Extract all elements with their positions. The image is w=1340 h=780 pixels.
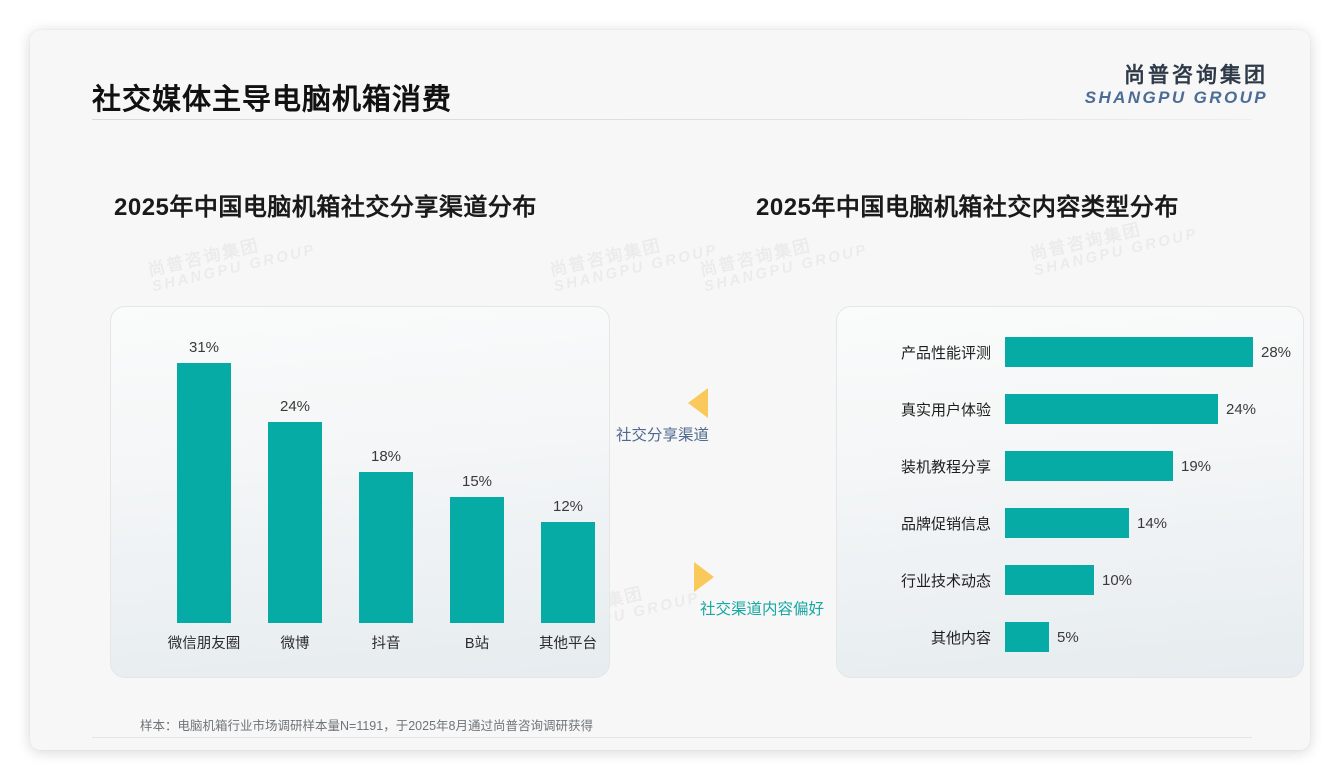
bar-row[interactable]: 行业技术动态 10% bbox=[837, 565, 1303, 595]
bar-category-label: 真实用户体验 bbox=[900, 401, 991, 419]
watermark-en: SHANGPU GROUP bbox=[150, 241, 318, 296]
bar-fill[interactable] bbox=[1005, 337, 1253, 367]
annotation-label: 社交分享渠道 bbox=[616, 427, 710, 444]
bar-category-label: 装机教程分享 bbox=[900, 458, 991, 476]
footer-divider bbox=[92, 737, 1252, 738]
annotation-content-preference: 社交渠道内容偏好 bbox=[688, 562, 824, 619]
bar-category-label: 抖音 bbox=[371, 636, 401, 652]
bar-row[interactable]: 其他内容 5% bbox=[837, 622, 1303, 652]
slide-footer: ©2025.10 SHANGPU GROUP www.shangpu-china… bbox=[30, 742, 1310, 750]
watermark: 尚普咨询集团 SHANGPU GROUP bbox=[146, 224, 318, 297]
bar-fill[interactable] bbox=[177, 363, 231, 623]
bar-category-label: 微博 bbox=[280, 636, 310, 652]
bar-value-label: 18% bbox=[370, 448, 402, 465]
annotation-label: 社交渠道内容偏好 bbox=[700, 601, 825, 618]
bar-column[interactable]: 24% 微博 bbox=[268, 398, 322, 652]
page-title: 社交媒体主导电脑机箱消费 bbox=[92, 84, 453, 116]
bar-column[interactable]: 31% 微信朋友圈 bbox=[168, 339, 241, 652]
bar-value-label: 5% bbox=[1057, 628, 1079, 646]
bar-fill[interactable] bbox=[541, 522, 595, 623]
brand-name-en: SHANGPU GROUP bbox=[1084, 87, 1268, 107]
horizontal-bar-chart: 产品性能评测 28% 真实用户体验 24% 装机教程分享 19% 品牌促销信息 14% 行业技术… bbox=[837, 307, 1303, 677]
triangle-left-icon bbox=[688, 388, 708, 418]
vertical-bar-chart: 31% 微信朋友圈 24% 微博 18% 抖音 15% B站 12% 其他平台 bbox=[129, 325, 597, 659]
bar-value-label: 15% bbox=[461, 473, 493, 490]
bar-category-label: 品牌促销信息 bbox=[900, 515, 991, 533]
bar-category-label: 产品性能评测 bbox=[900, 344, 991, 362]
bar-row[interactable]: 真实用户体验 24% bbox=[837, 394, 1303, 424]
bar-fill[interactable] bbox=[450, 497, 504, 623]
watermark: 尚普咨询集团 SHANGPU GROUP bbox=[698, 224, 870, 297]
bar-value-label: 10% bbox=[1102, 571, 1133, 589]
bar-value-label: 19% bbox=[1181, 457, 1212, 475]
bar-fill[interactable] bbox=[268, 422, 322, 623]
sample-footnote: 样本：电脑机箱行业市场调研样本量N=1191，于2025年8月通过尚普咨询调研获… bbox=[140, 719, 593, 733]
bar-value-label: 28% bbox=[1261, 343, 1292, 361]
right-chart-title: 2025年中国电脑机箱社交内容类型分布 bbox=[756, 194, 1179, 221]
brand-name-cn: 尚普咨询集团 bbox=[1124, 64, 1268, 87]
bar-category-label: B站 bbox=[464, 636, 490, 652]
brand-logo: 尚普咨询集团 SHANGPU GROUP bbox=[1085, 64, 1268, 107]
bar-value-label: 24% bbox=[279, 398, 311, 415]
bar-fill[interactable] bbox=[1005, 451, 1173, 481]
bar-fill[interactable] bbox=[359, 472, 413, 623]
watermark-en: SHANGPU GROUP bbox=[552, 241, 720, 296]
bar-category-label: 其他内容 bbox=[930, 629, 991, 647]
bar-value-label: 14% bbox=[1137, 514, 1168, 532]
slide-canvas: 尚普咨询集团 SHANGPU GROUP 尚普咨询集团 SHANGPU GROU… bbox=[30, 30, 1310, 750]
bar-fill[interactable] bbox=[1005, 565, 1094, 595]
bar-category-label: 行业技术动态 bbox=[900, 572, 991, 590]
bar-column[interactable]: 18% 抖音 bbox=[359, 448, 413, 652]
slide-header: 社交媒体主导电脑机箱消费 尚普咨询集团 SHANGPU GROUP bbox=[30, 30, 1310, 116]
annotation-share-channel: 社交分享渠道 bbox=[616, 388, 709, 445]
watermark: 尚普咨询集团 SHANGPU GROUP bbox=[548, 224, 720, 297]
bar-row[interactable]: 产品性能评测 28% bbox=[837, 337, 1303, 367]
left-chart-card: 31% 微信朋友圈 24% 微博 18% 抖音 15% B站 12% 其他平台 bbox=[110, 306, 610, 678]
bar-column[interactable]: 12% 其他平台 bbox=[539, 498, 597, 652]
header-divider bbox=[92, 119, 1252, 120]
triangle-right-icon bbox=[694, 562, 714, 592]
bar-value-label: 24% bbox=[1226, 400, 1257, 418]
bar-column[interactable]: 15% B站 bbox=[450, 473, 504, 652]
bar-fill[interactable] bbox=[1005, 508, 1129, 538]
bar-row[interactable]: 装机教程分享 19% bbox=[837, 451, 1303, 481]
bar-category-label: 微信朋友圈 bbox=[167, 636, 241, 652]
watermark-cn: 尚普咨询集团 bbox=[146, 224, 314, 280]
watermark-cn: 尚普咨询集团 bbox=[698, 224, 866, 280]
bar-value-label: 31% bbox=[188, 339, 220, 356]
watermark-en: SHANGPU GROUP bbox=[1032, 225, 1200, 280]
bar-fill[interactable] bbox=[1005, 622, 1049, 652]
bar-value-label: 12% bbox=[552, 498, 584, 515]
bar-category-label: 其他平台 bbox=[539, 636, 597, 652]
watermark-en: SHANGPU GROUP bbox=[702, 241, 870, 296]
right-chart-card: 产品性能评测 28% 真实用户体验 24% 装机教程分享 19% 品牌促销信息 14% 行业技术… bbox=[836, 306, 1304, 678]
bar-row[interactable]: 品牌促销信息 14% bbox=[837, 508, 1303, 538]
bar-fill[interactable] bbox=[1005, 394, 1218, 424]
left-chart-title: 2025年中国电脑机箱社交分享渠道分布 bbox=[114, 194, 537, 221]
watermark-cn: 尚普咨询集团 bbox=[548, 224, 716, 280]
